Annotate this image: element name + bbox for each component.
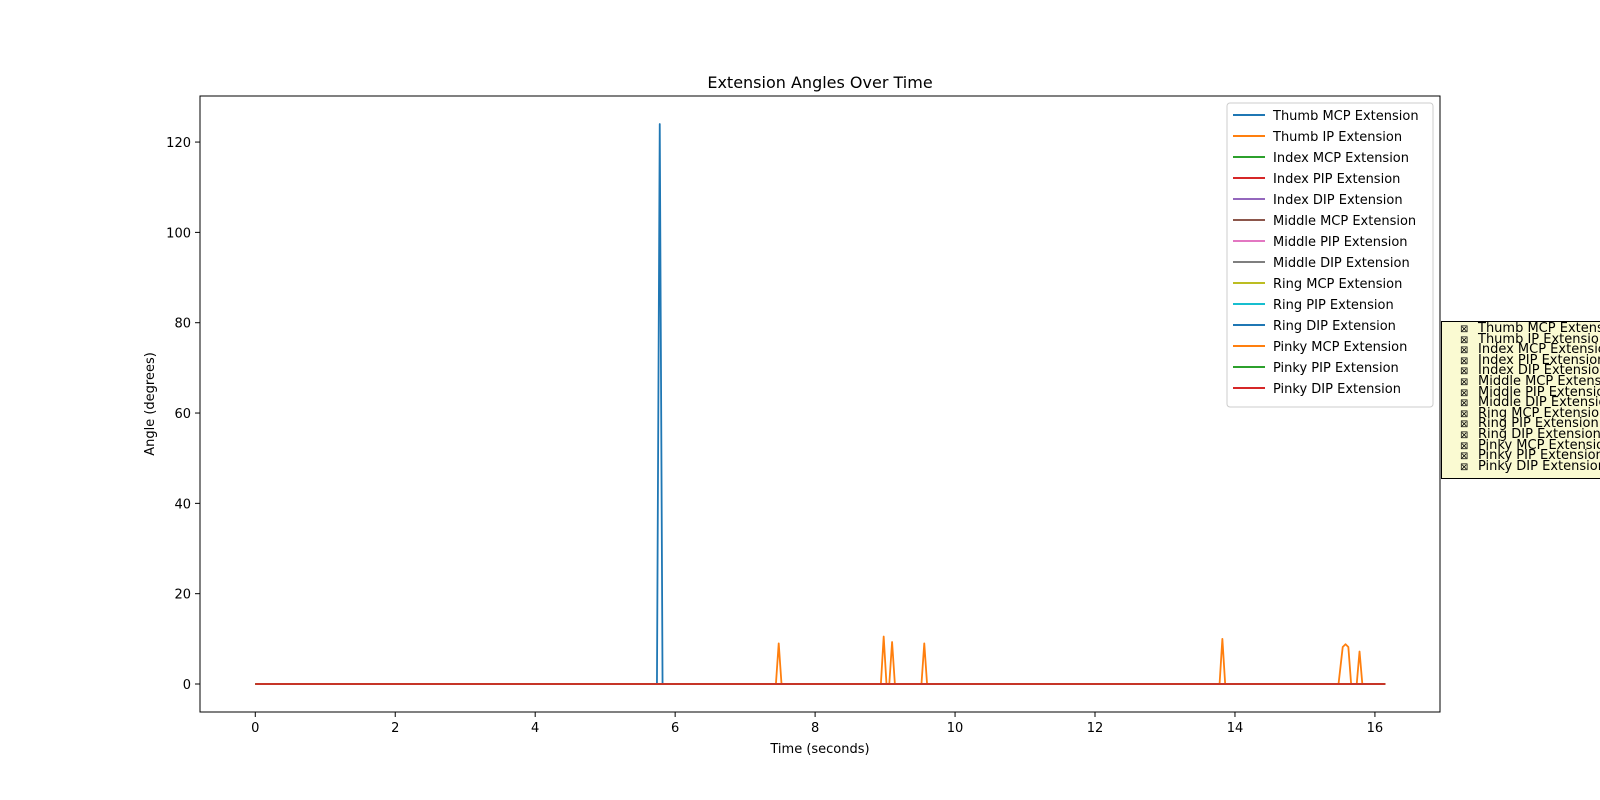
y-tick-label: 20	[174, 588, 191, 603]
y-tick-label: 100	[166, 226, 191, 241]
checkbox-icon[interactable]: ⊠	[1460, 461, 1469, 473]
y-tick-label: 0	[183, 678, 191, 693]
checklist-label: Ring MCP Extension	[1478, 405, 1600, 421]
legend-label: Index PIP Extension	[1273, 172, 1400, 187]
checkbox-icon[interactable]: ⊠	[1460, 324, 1469, 335]
legend-label: Thumb MCP Extension	[1272, 109, 1419, 124]
x-tick-label: 14	[1227, 721, 1244, 736]
plot-lines	[255, 123, 1386, 685]
checklist-item[interactable]: ⊠ Thumb IP Extension	[1442, 331, 1600, 347]
checkbox-icon[interactable]: ⊠	[1460, 429, 1469, 441]
checkbox-icon[interactable]: ⊠	[1460, 376, 1469, 388]
checklist-label: Middle DIP Extension	[1478, 395, 1600, 411]
checklist-label: Pinky DIP Extension	[1478, 458, 1600, 474]
legend-label: Thumb IP Extension	[1272, 130, 1402, 145]
checklist-item[interactable]: ⊠ Ring PIP Extension	[1442, 416, 1600, 432]
legend-label: Middle MCP Extension	[1273, 214, 1416, 229]
checklist-item[interactable]: ⊠ Thumb MCP Extension	[1442, 321, 1600, 336]
checkbox-icon[interactable]: ⊠	[1460, 355, 1469, 367]
x-axis-label: Time (seconds)	[769, 742, 869, 757]
x-tick-label: 0	[251, 721, 259, 736]
checklist-item[interactable]: ⊠ Ring MCP Extension	[1442, 405, 1600, 421]
chart-title: Extension Angles Over Time	[707, 73, 932, 92]
checkbox-icon[interactable]: ⊠	[1460, 451, 1469, 463]
checklist-label: Pinky MCP Extension	[1478, 437, 1600, 453]
legend-label: Pinky DIP Extension	[1273, 382, 1401, 397]
legend-label: Index DIP Extension	[1273, 193, 1403, 208]
x-axis: 0 2 4 6 8 10 12 14 16	[251, 712, 1383, 736]
checklist-item[interactable]: ⊠ Pinky MCP Extension	[1442, 437, 1600, 453]
checklist-item[interactable]: ⊠ Index MCP Extension	[1442, 342, 1600, 358]
series-visibility-checklist[interactable]: ⊠Thumb MCP Extension⊠Thumb IP Extension⊠…	[1441, 321, 1600, 479]
checkbox-icon[interactable]: ⊠	[1460, 366, 1469, 378]
checklist-item[interactable]: ⊠ Index PIP Extension	[1442, 352, 1600, 368]
checkbox-icon[interactable]: ⊠	[1460, 398, 1469, 410]
y-tick-label: 60	[174, 407, 191, 422]
checklist-label: Ring PIP Extension	[1478, 416, 1599, 432]
legend-label: Ring PIP Extension	[1273, 298, 1394, 313]
checklist-label: Index PIP Extension	[1478, 352, 1600, 368]
legend-label: Pinky MCP Extension	[1273, 340, 1407, 355]
x-tick-label: 12	[1087, 721, 1104, 736]
plot-frame	[199, 95, 1441, 713]
checkbox-icon[interactable]: ⊠	[1460, 440, 1469, 452]
checklist-item[interactable]: ⊠ Middle MCP Extension	[1442, 373, 1600, 389]
checklist-label: Pinky PIP Extension	[1478, 448, 1600, 464]
series-line-thumb-mcp-extension	[255, 123, 1386, 685]
checklist-label: Index MCP Extension	[1478, 342, 1600, 358]
checklist-item[interactable]: ⊠ Pinky DIP Extension	[1442, 458, 1600, 474]
checkbox-icon[interactable]: ⊠	[1460, 387, 1469, 399]
checklist-label: Middle PIP Extension	[1478, 384, 1600, 400]
y-axis: 0 20 40 60 80 100 120	[166, 136, 200, 693]
y-tick-label: 40	[174, 497, 191, 512]
legend-box	[1226, 102, 1434, 408]
x-tick-label: 2	[391, 721, 399, 736]
series-line-thumb-ip-extension	[255, 635, 1386, 685]
x-tick-label: 6	[671, 721, 679, 736]
y-tick-label: 80	[174, 317, 191, 332]
checklist-label: Index DIP Extension	[1478, 363, 1600, 379]
legend-label: Ring MCP Extension	[1273, 277, 1402, 292]
x-tick-label: 16	[1367, 721, 1384, 736]
checkbox-icon[interactable]: ⊠	[1460, 419, 1469, 431]
x-tick-label: 8	[811, 721, 819, 736]
legend: Thumb MCP Extension Thumb IP Extension Ind…	[1226, 102, 1434, 408]
checkbox-icon[interactable]: ⊠	[1460, 345, 1469, 357]
legend-label: Index MCP Extension	[1273, 151, 1409, 166]
legend-label: Pinky PIP Extension	[1273, 361, 1399, 376]
legend-label: Middle DIP Extension	[1273, 256, 1410, 271]
checklist-label: Thumb IP Extension	[1478, 331, 1600, 347]
x-tick-label: 10	[947, 721, 964, 736]
checklist-item[interactable]: ⊠ Middle PIP Extension	[1442, 384, 1600, 400]
checklist-label: Middle MCP Extension	[1478, 373, 1600, 389]
legend-label: Middle PIP Extension	[1273, 235, 1408, 250]
checklist-item[interactable]: ⊠ Ring DIP Extension	[1442, 426, 1600, 442]
checklist-item[interactable]: ⊠ Pinky PIP Extension	[1442, 448, 1600, 464]
checklist-label: Ring DIP Extension	[1478, 426, 1600, 442]
checklist-label: Thumb MCP Extension	[1478, 321, 1600, 336]
y-axis-label: Angle (degrees)	[143, 352, 158, 456]
checklist-item[interactable]: ⊠ Middle DIP Extension	[1442, 395, 1600, 411]
legend-label: Ring DIP Extension	[1273, 319, 1396, 334]
checklist-item[interactable]: ⊠ Index DIP Extension	[1442, 363, 1600, 379]
y-tick-label: 120	[166, 136, 191, 151]
checkbox-icon[interactable]: ⊠	[1460, 334, 1469, 346]
x-tick-label: 4	[531, 721, 539, 736]
checkbox-icon[interactable]: ⊠	[1460, 408, 1469, 420]
